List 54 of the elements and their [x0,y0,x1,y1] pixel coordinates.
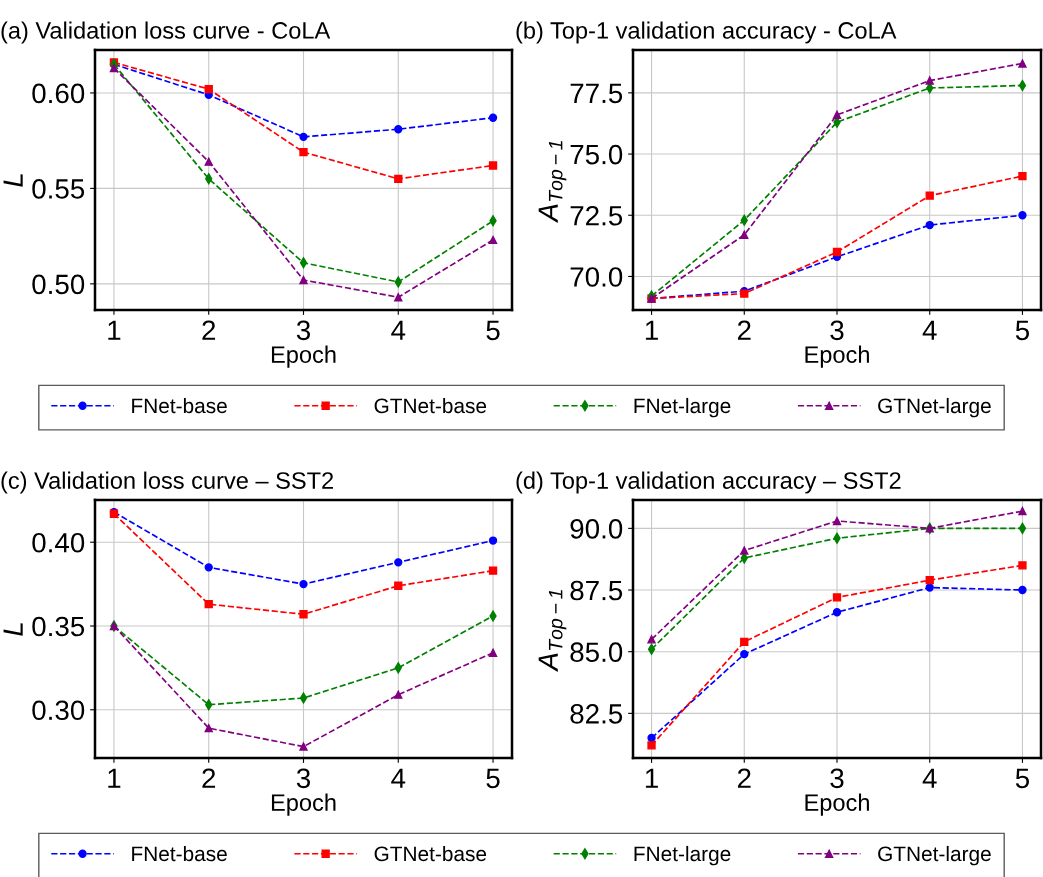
chart-title: (a) Validation loss curve - CoLA [1,21,331,44]
x-tick-label: 3 [830,768,844,789]
chart-title: (b) Top-1 validation accuracy - CoLA [516,21,897,44]
y-tick-label: 90.0 [570,519,623,539]
legend-label: FNet-base [132,397,227,414]
y-tick-label: 0.50 [32,274,85,295]
y-axis-title: L [3,623,23,636]
y-tick-label: 0.40 [32,532,85,553]
x-axis-title: Epoch [271,793,336,816]
y-tick-label: 87.5 [570,580,623,601]
x-axis-title: Epoch [805,793,869,816]
legend-label: GTNet-large [878,845,991,866]
legend-label: GTNet-base [374,845,487,862]
x-tick-label: 5 [1015,320,1030,341]
x-axis-title: Epoch [805,345,869,368]
x-tick-label: 3 [830,320,844,341]
x-axis-title: Epoch [271,345,336,368]
legend-label: GTNet-large [878,397,991,418]
x-tick-label: 4 [391,768,406,788]
x-tick-label: 4 [391,320,406,340]
legend-label: GTNet-base [374,397,487,414]
x-tick-label: 1 [645,768,658,788]
x-tick-label: 2 [737,768,751,788]
y-tick-label: 0.55 [32,179,85,199]
y-axis-title: L [3,174,23,187]
y-tick-label: 0.60 [32,83,85,104]
y-tick-label: 72.5 [570,205,623,226]
chart-title: (c) Validation loss curve – SST2 [1,471,334,494]
legend-label: FNet-large [634,845,731,866]
x-tick-label: 2 [202,320,216,340]
x-tick-label: 2 [202,768,216,788]
x-tick-label: 4 [922,320,937,340]
x-tick-label: 2 [737,320,751,340]
x-tick-label: 5 [486,768,500,789]
x-tick-label: 4 [922,768,937,788]
chart-title: (d) Top-1 validation accuracy – SST2 [516,471,901,494]
y-axis-title: A$_{Top−1}$ [538,141,567,223]
y-tick-label: 77.5 [570,83,623,104]
x-tick-label: 1 [108,768,121,788]
x-tick-label: 3 [296,768,310,789]
legend-label: FNet-base [132,845,227,862]
x-tick-label: 5 [1015,768,1030,789]
y-tick-label: 75.0 [570,144,623,165]
y-tick-label: 82.5 [570,704,623,724]
x-tick-label: 5 [486,320,500,341]
y-tick-label: 70.0 [570,267,623,287]
x-tick-label: 1 [645,320,658,340]
y-tick-label: 0.30 [32,700,85,721]
x-tick-label: 3 [296,320,310,341]
legend-label: FNet-large [634,397,731,418]
y-tick-label: 0.35 [32,616,85,637]
y-axis-title: A$_{Top−1}$ [538,590,567,672]
x-tick-label: 1 [108,320,121,340]
y-tick-label: 85.0 [570,642,623,663]
